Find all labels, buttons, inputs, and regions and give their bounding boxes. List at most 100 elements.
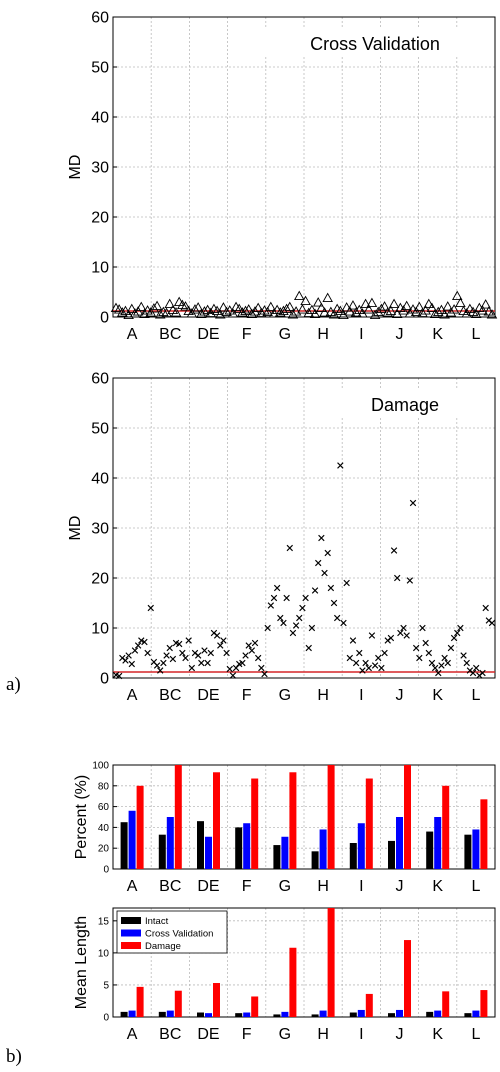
bar-cross-validation [320,829,327,869]
y-tick-label: 0 [103,1013,109,1024]
y-tick-label: 60 [91,371,109,388]
y-tick-label: 10 [98,948,110,959]
y-tick-label: 40 [91,110,109,127]
bar-intact [312,851,319,869]
bar-cross-validation [358,823,365,869]
bar-intact [121,822,128,869]
bar-damage [175,991,182,1017]
x-tick-label: DE [197,878,219,895]
y-tick-label: 20 [98,844,110,855]
bar-cross-validation [167,1011,174,1017]
x-tick-label: F [242,1026,252,1043]
bar-intact [197,1013,204,1017]
y-tick-label: 50 [91,60,109,77]
bar-intact [350,1013,357,1017]
bar-cross-validation [434,1011,441,1017]
y-axis-label: Percent (%) [73,775,90,859]
x-tick-label: I [359,326,363,343]
y-tick-label: 80 [98,781,110,792]
bar-damage [137,987,144,1017]
x-tick-label: I [359,1026,363,1043]
x-tick-label: DE [197,687,219,704]
legend-swatch [121,917,141,924]
x-tick-label: K [432,326,443,343]
y-tick-label: 5 [103,980,109,991]
legend-swatch [121,942,141,949]
y-tick-label: 10 [91,260,109,277]
bar-intact [464,835,471,869]
x-tick-label: J [396,878,404,895]
bar-cross-validation [281,1012,288,1017]
bar-intact [121,1012,128,1017]
x-tick-label: L [471,878,480,895]
bar-cross-validation [472,829,479,869]
chart-title-1: Damage [371,395,439,415]
x-tick-label: J [396,1026,404,1043]
bar-cross-validation [358,1010,365,1017]
bar-cross-validation [167,817,174,869]
bar-intact [388,1013,395,1017]
bar-intact [235,827,242,869]
bar-cross-validation [281,837,288,869]
bar-intact [426,1012,433,1017]
bar-damage [251,779,258,869]
y-tick-label: 20 [91,571,109,588]
bar-cross-validation [129,811,136,869]
bar-cross-validation [434,817,441,869]
y-tick-label: 40 [91,471,109,488]
bar-cross-validation [205,837,212,869]
bar-cross-validation [205,1013,212,1017]
legend-swatch [121,930,141,937]
x-tick-label: G [279,687,291,704]
x-tick-label: G [279,326,291,343]
bar-intact [350,843,357,869]
y-axis-label: MD [67,155,84,180]
x-tick-label: A [127,878,138,895]
y-tick-label: 40 [98,823,110,834]
y-tick-label: 15 [98,916,110,927]
y-tick-label: 20 [91,210,109,227]
bar-damage [213,772,220,869]
x-tick-label: H [317,1026,329,1043]
y-tick-label: 0 [103,865,109,876]
chart-title-0: Cross Validation [310,34,440,54]
y-tick-label: 30 [91,521,109,538]
x-tick-label: K [432,1026,443,1043]
y-tick-label: 10 [91,621,109,638]
x-tick-label: L [471,1026,480,1043]
bar-intact [388,841,395,869]
bar-damage [366,994,373,1017]
bar-cross-validation [396,1010,403,1017]
bar-damage [251,996,258,1017]
legend-label: Intact [145,916,169,927]
y-tick-label: 50 [91,421,109,438]
bar-intact [464,1013,471,1017]
x-tick-label: F [242,326,252,343]
x-tick-label: L [471,326,480,343]
bar-intact [273,845,280,869]
bar-intact [197,821,204,869]
legend-label: Damage [145,941,181,952]
x-tick-label: J [396,326,404,343]
x-tick-label: K [432,687,443,704]
y-tick-label: 60 [91,10,109,27]
bar-damage [404,940,411,1017]
y-tick-label: 0 [100,310,109,327]
x-tick-label: A [127,326,138,343]
bar-intact [159,1012,166,1017]
bar-damage [289,948,296,1017]
x-tick-label: DE [197,1026,219,1043]
bar-damage [442,991,449,1017]
bar-damage [366,779,373,869]
x-tick-label: I [359,687,363,704]
x-tick-label: BC [159,1026,181,1043]
x-tick-label: BC [159,878,181,895]
bar-damage [289,772,296,869]
panel-label-b: b) [6,1046,22,1067]
bar-cross-validation [129,1011,136,1017]
x-tick-label: F [242,878,252,895]
bar-damage [175,765,182,869]
y-tick-label: 100 [92,761,109,772]
bar-damage [480,990,487,1017]
bar-damage [328,765,335,869]
